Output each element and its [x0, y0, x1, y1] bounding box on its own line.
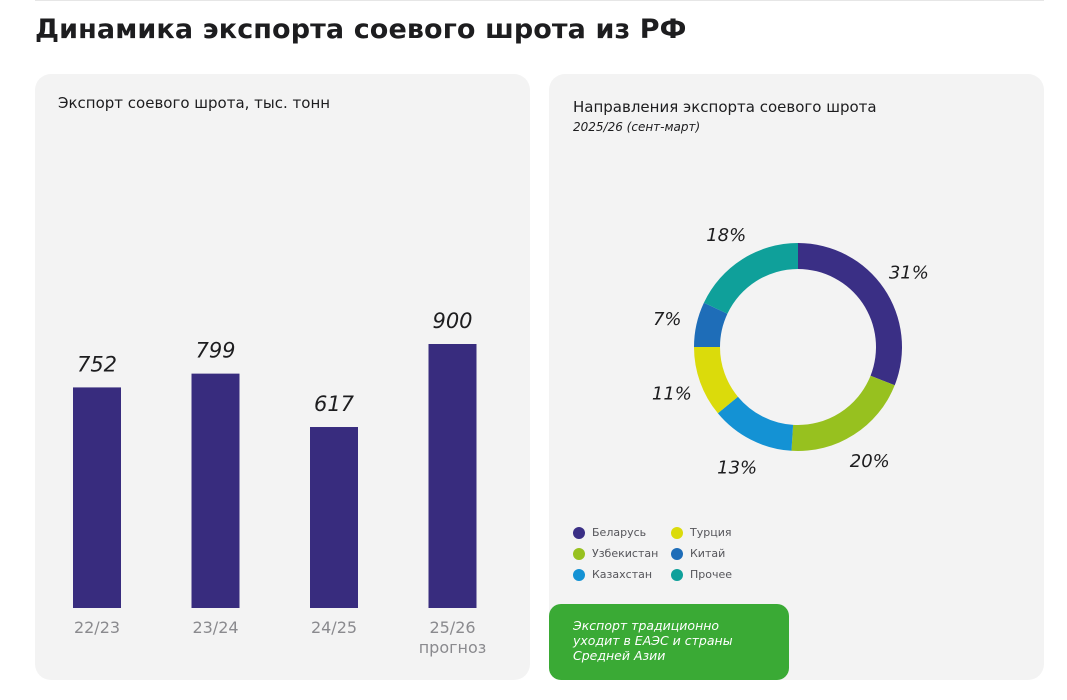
page-title: Динамика экспорта соевого шрота из РФ	[35, 14, 687, 45]
legend-swatch	[671, 526, 683, 539]
slice-percent-label: 7%	[653, 309, 682, 330]
legend-item: Прочее	[671, 568, 732, 581]
legend-swatch	[573, 568, 585, 581]
slice-1	[798, 243, 902, 386]
bar-25-26	[428, 344, 477, 608]
x-tick-label-line: 25/26	[429, 618, 475, 637]
legend-label: Казахстан	[592, 568, 653, 581]
slice-3	[717, 396, 794, 451]
x-tick-label: 23/24	[192, 618, 238, 637]
legend-label: Узбекистан	[592, 547, 659, 560]
bar-chart: 752 22/23 799 23/24 617 24/25 900 25/26 прогноз	[73, 309, 487, 657]
legend-item: Китай	[671, 547, 725, 560]
slice-6	[703, 243, 798, 314]
export-directions-card: Направления экспорта соевого шрота 2025/…	[549, 74, 1044, 680]
legend-swatch	[671, 568, 683, 581]
x-tick-label-line: 24/25	[311, 618, 357, 637]
legend-label: Прочее	[690, 568, 733, 581]
donut-chart-title: Направления экспорта соевого шрота	[573, 98, 877, 116]
bar-23-24	[191, 373, 240, 608]
legend-swatch	[573, 547, 585, 560]
legend-item: Узбекистан	[573, 547, 658, 560]
slice-percent-label: 20%	[850, 451, 890, 472]
bar-value-label: 752	[77, 352, 117, 376]
x-tick-label: 24/25	[311, 618, 357, 637]
x-tick-label: 25/26 прогноз	[419, 618, 487, 657]
slice-percent-label: 18%	[706, 225, 746, 246]
bar-value-label: 799	[195, 339, 235, 363]
slice-2	[791, 375, 895, 451]
bar-22-23	[73, 387, 121, 608]
legend-label: Беларусь	[592, 526, 647, 539]
bar-value-label: 617	[314, 392, 355, 416]
legend-label: Турция	[690, 526, 732, 539]
x-tick-label-line: прогноз	[419, 638, 487, 657]
donut-legend: Беларусь Узбекистан Казахстан Турция Китай Пр…	[573, 526, 813, 596]
x-tick-label-line: 23/24	[192, 618, 238, 637]
export-volume-card: Экспорт соевого шрота, тыс. тонн 752 22/2…	[35, 74, 530, 680]
legend-label: Китай	[690, 547, 726, 560]
bar-chart-title: Экспорт соевого шрота, тыс. тонн	[58, 94, 331, 112]
callout-text: Экспорт традиционно уходит в ЕАЭС и стра…	[573, 618, 733, 663]
slice-4	[694, 347, 738, 414]
legend-item: Беларусь	[573, 526, 646, 539]
top-divider	[35, 0, 1044, 1]
legend-item: Казахстан	[573, 568, 652, 581]
x-tick-label-line: 22/23	[74, 618, 120, 637]
bar-24-25	[310, 427, 358, 608]
donut-chart-subtitle: 2025/26 (сент-март)	[573, 120, 701, 134]
slice-percent-label: 31%	[889, 263, 929, 284]
donut-chart: 31% 20% 13% 11% 7% 18%	[652, 225, 929, 479]
legend-item: Турция	[671, 526, 731, 539]
bar-value-label: 900	[432, 309, 472, 333]
slice-percent-label: 13%	[717, 457, 757, 478]
legend-swatch	[671, 547, 683, 560]
legend-swatch	[573, 526, 585, 539]
callout-note: Экспорт традиционно уходит в ЕАЭС и стра…	[549, 604, 789, 680]
x-tick-label: 22/23	[74, 618, 120, 637]
slice-5	[694, 302, 728, 347]
slice-percent-label: 11%	[652, 383, 692, 404]
